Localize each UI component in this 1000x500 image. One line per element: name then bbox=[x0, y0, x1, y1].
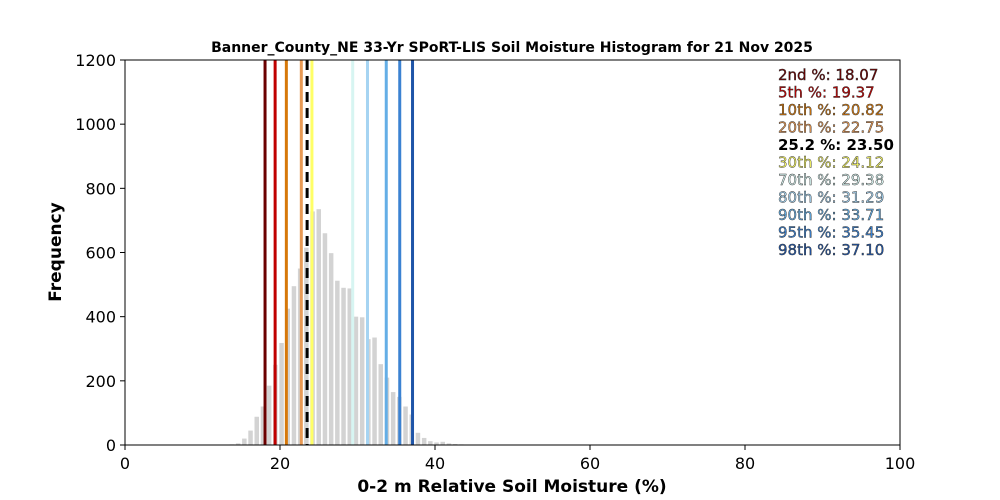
x-axis-label: 0-2 m Relative Soil Moisture (%) bbox=[357, 477, 666, 497]
histogram-bar bbox=[328, 253, 334, 445]
y-tick-label: 800 bbox=[85, 179, 116, 198]
histogram-bar bbox=[335, 280, 340, 445]
histogram-bar bbox=[266, 385, 272, 445]
histogram-bar bbox=[242, 438, 247, 445]
x-tick-label: 20 bbox=[270, 454, 290, 473]
x-axis-ticks: 0 20 40 60 80 100 bbox=[120, 445, 915, 473]
histogram-bar bbox=[415, 432, 421, 445]
histogram-bar bbox=[291, 286, 297, 445]
legend-entry: 5th %: 19.37 bbox=[778, 84, 875, 102]
histogram-bar bbox=[403, 406, 408, 445]
y-tick-label: 400 bbox=[85, 308, 116, 327]
legend-entry: 10th %: 20.82 bbox=[778, 101, 884, 119]
histogram-bar bbox=[428, 441, 433, 445]
histogram-bar bbox=[434, 442, 439, 445]
histogram-bar bbox=[359, 317, 365, 445]
x-tick-label: 80 bbox=[735, 454, 755, 473]
y-axis-label: Frequency bbox=[46, 202, 66, 302]
x-tick-label: 0 bbox=[120, 454, 130, 473]
legend-entry: 98th %: 37.10 bbox=[778, 241, 884, 259]
x-tick-label: 40 bbox=[425, 454, 445, 473]
y-tick-label: 1200 bbox=[75, 51, 116, 70]
histogram-bar bbox=[446, 443, 452, 445]
histogram-bar bbox=[248, 430, 253, 445]
chart-title: Banner_County_NE 33-Yr SPoRT-LIS Soil Mo… bbox=[211, 40, 813, 56]
legend-entry: 25.2 %: 23.50 bbox=[778, 136, 894, 154]
histogram-bar bbox=[316, 209, 321, 445]
histogram-bar bbox=[254, 416, 259, 445]
x-tick-label: 100 bbox=[885, 454, 916, 473]
histogram-bar bbox=[260, 406, 266, 445]
histogram-bar bbox=[347, 288, 352, 445]
y-tick-label: 0 bbox=[106, 436, 116, 455]
histogram-bar bbox=[421, 437, 427, 445]
legend-entry: 70th %: 29.38 bbox=[778, 171, 884, 189]
histogram-bar bbox=[440, 441, 445, 445]
legend-entry: 20th %: 22.75 bbox=[778, 119, 884, 137]
histogram-bar bbox=[279, 342, 284, 445]
histogram-bar bbox=[372, 337, 377, 445]
histogram-bar bbox=[390, 392, 396, 445]
legend-entry: 30th %: 24.12 bbox=[778, 154, 884, 172]
y-tick-label: 200 bbox=[85, 372, 116, 391]
x-tick-label: 60 bbox=[580, 454, 600, 473]
legend-entry: 95th %: 35.45 bbox=[778, 224, 884, 242]
legend-entry: 2nd %: 18.07 bbox=[778, 66, 878, 84]
y-tick-label: 600 bbox=[85, 244, 116, 263]
histogram-bar bbox=[304, 247, 309, 445]
histogram-bar bbox=[341, 287, 346, 445]
legend-entry: 80th %: 31.29 bbox=[778, 189, 884, 207]
legend-entry: 90th %: 33.71 bbox=[778, 206, 884, 224]
histogram-bar bbox=[353, 316, 359, 445]
histogram-bar bbox=[322, 233, 328, 445]
histogram-bars bbox=[223, 209, 476, 445]
y-tick-label: 1000 bbox=[75, 115, 116, 134]
histogram-bar bbox=[235, 443, 241, 445]
y-axis-ticks: 0 200 400 600 800 1000 1200 bbox=[75, 51, 125, 455]
percentile-lines bbox=[263, 60, 415, 445]
histogram-bar bbox=[378, 364, 383, 445]
